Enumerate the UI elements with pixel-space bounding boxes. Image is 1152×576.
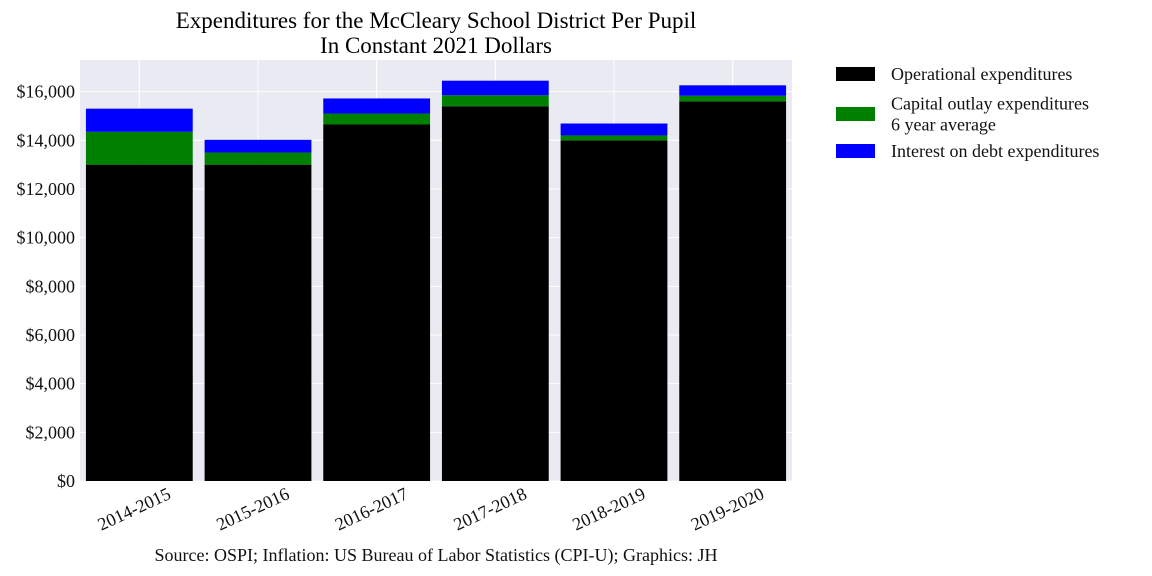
- legend-label: Interest on debt expenditures: [891, 141, 1099, 161]
- bar-segment-capital-outlay-2019-2020: [679, 95, 787, 102]
- x-axis: 2014-2015 2015-2016 2016-2017 2017-2018 2018…: [95, 483, 767, 534]
- bar-segment-operational-2017-2018: [441, 106, 549, 481]
- bar-segment-operational-2014-2015: [85, 164, 193, 482]
- bar-segment-capital-outlay-2017-2018: [441, 95, 549, 107]
- x-tick-label: 2019-2020: [688, 483, 767, 534]
- x-tick-label: 2017-2018: [451, 483, 530, 534]
- bar-segment-capital-outlay-2016-2017: [323, 113, 431, 125]
- chart-title-line-1: Expenditures for the McCleary School Dis…: [176, 8, 697, 33]
- y-tick-label: $12,000: [17, 179, 76, 199]
- bar-segment-operational-2016-2017: [323, 124, 431, 482]
- x-tick-label: 2016-2017: [332, 483, 411, 534]
- legend: Operational expenditures Capital outlay e…: [836, 64, 1099, 161]
- x-tick-label: 2018-2019: [569, 483, 648, 534]
- bar-segment-interest-on-debt-2014-2015: [85, 108, 193, 132]
- bar-segment-interest-on-debt-2016-2017: [323, 98, 431, 114]
- bar-segment-operational-2015-2016: [204, 164, 312, 482]
- y-tick-label: $10,000: [17, 228, 76, 248]
- y-tick-label: $14,000: [17, 130, 76, 150]
- bar-segment-interest-on-debt-2018-2019: [560, 123, 668, 136]
- source-note: Source: OSPI; Inflation: US Bureau of La…: [155, 545, 718, 566]
- legend-swatch: [836, 67, 875, 81]
- y-tick-label: $0: [57, 471, 75, 491]
- y-tick-label: $16,000: [17, 82, 76, 102]
- y-axis: $0 $2,000 $4,000 $6,000 $8,000 $10,000 $12,000…: [17, 82, 76, 491]
- legend-swatch: [836, 144, 875, 158]
- bar-segment-interest-on-debt-2017-2018: [441, 80, 549, 96]
- y-tick-label: $2,000: [26, 422, 76, 442]
- bar-segment-capital-outlay-2018-2019: [560, 135, 668, 141]
- legend-swatch: [836, 107, 875, 121]
- bar-segment-interest-on-debt-2019-2020: [679, 85, 787, 96]
- bar-segment-capital-outlay-2014-2015: [85, 131, 193, 165]
- bar-segment-operational-2018-2019: [560, 140, 668, 482]
- x-tick-label: 2014-2015: [95, 483, 174, 534]
- bar-segment-interest-on-debt-2015-2016: [204, 139, 312, 153]
- x-tick-label: 2015-2016: [213, 483, 292, 534]
- y-tick-label: $8,000: [26, 276, 76, 296]
- bar-segment-operational-2019-2020: [679, 101, 787, 482]
- y-tick-label: $4,000: [26, 374, 76, 394]
- bars: [85, 80, 787, 482]
- bar-segment-capital-outlay-2015-2016: [204, 152, 312, 165]
- legend-label: Capital outlay expenditures 6 year averag…: [891, 94, 1089, 135]
- y-tick-label: $6,000: [26, 325, 76, 345]
- plot-area: [80, 60, 792, 481]
- legend-label: Operational expenditures: [891, 64, 1072, 84]
- chart-title-line-2: In Constant 2021 Dollars: [320, 33, 552, 58]
